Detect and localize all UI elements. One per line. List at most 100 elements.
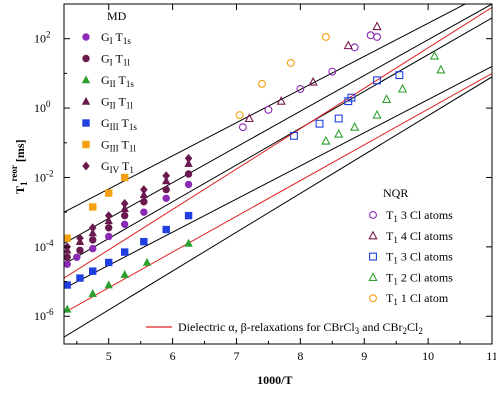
data-point-series-5 xyxy=(162,225,170,234)
data-point-series-4 xyxy=(162,176,171,185)
legend-nqr-title: NQR xyxy=(383,186,408,200)
data-point-series-8 xyxy=(366,31,375,40)
data-point-series-3 xyxy=(120,269,129,278)
legend-nqr-label: T1 2 Cl atoms xyxy=(386,270,453,286)
x-tick-label: 8 xyxy=(297,349,303,363)
data-point-series-12 xyxy=(286,59,295,67)
data-point-series-8 xyxy=(264,105,273,114)
fit-line-1 xyxy=(64,4,467,213)
legend-md-marker xyxy=(82,33,90,41)
data-point-series-9 xyxy=(244,113,254,123)
x-axis-label: 1000/T xyxy=(257,373,292,387)
data-point-series-2 xyxy=(184,170,193,178)
data-point-series-11 xyxy=(372,109,382,119)
legend-md-label: GI T1l xyxy=(101,52,130,68)
y-tick-label: 102 xyxy=(34,30,51,46)
fit-line-2 xyxy=(64,4,492,244)
data-point-series-1 xyxy=(105,232,113,241)
data-point-series-10 xyxy=(373,76,381,85)
y-axis-label: T1reor[ms] xyxy=(9,139,29,194)
legend-md-label: GI T1s xyxy=(101,30,131,46)
fit-line-4 xyxy=(64,66,492,289)
data-point-series-11 xyxy=(334,128,344,138)
legend-md-marker xyxy=(82,161,90,171)
fit-line-7 xyxy=(64,72,492,314)
data-point-series-5 xyxy=(120,248,129,256)
legend-md-label: GIII T1l xyxy=(101,138,136,154)
y-tick-label: 10-6 xyxy=(34,307,54,323)
data-point-series-7 xyxy=(88,223,97,233)
data-point-series-9 xyxy=(276,95,286,105)
data-point-series-11 xyxy=(381,94,392,103)
data-point-series-10 xyxy=(290,131,298,140)
data-point-series-4 xyxy=(184,158,193,167)
data-point-series-1 xyxy=(64,260,71,268)
legend-nqr-marker xyxy=(368,272,378,281)
x-tick-label: 11 xyxy=(486,349,496,363)
data-point-series-8 xyxy=(373,33,381,41)
data-point-series-5 xyxy=(140,237,148,246)
x-tick-label: 7 xyxy=(233,349,239,363)
data-point-series-1 xyxy=(140,208,148,216)
data-point-series-12 xyxy=(258,79,266,88)
data-point-series-3 xyxy=(104,280,113,289)
data-point-series-11 xyxy=(350,121,360,131)
y-tick-label: 100 xyxy=(34,99,51,115)
data-point-series-10 xyxy=(315,119,324,128)
data-point-series-5 xyxy=(64,281,71,289)
data-point-series-11 xyxy=(321,135,331,145)
data-point-series-6 xyxy=(89,203,97,211)
legend-md-marker xyxy=(82,119,90,127)
legend-dielectric: Dielectric α, β-relaxations for CBrCl3 a… xyxy=(146,320,423,336)
data-point-series-10 xyxy=(334,114,343,123)
data-point-series-5 xyxy=(89,267,97,275)
data-point-series-5 xyxy=(184,211,193,220)
legend-nqr: NQR T1 3 Cl atoms T1 4 Cl atoms T1 3 Cl ato… xyxy=(368,186,453,307)
legend-md-title: MD xyxy=(107,9,127,23)
data-point-series-6 xyxy=(120,173,129,182)
legend-md-marker xyxy=(81,75,91,84)
data-point-series-1 xyxy=(120,220,129,229)
data-point-series-2 xyxy=(162,185,170,194)
y-tick-label: 10-4 xyxy=(34,238,54,254)
data-point-series-2 xyxy=(64,253,71,261)
fit-line-3 xyxy=(64,17,492,265)
data-point-series-6 xyxy=(105,189,113,197)
data-point-series-12 xyxy=(321,33,330,41)
legend-md-marker xyxy=(82,140,90,149)
plot-frame xyxy=(63,3,493,345)
legend-dielectric-label: Dielectric α, β-relaxations for CBrCl3 a… xyxy=(178,320,423,336)
legend-nqr-marker xyxy=(369,294,377,303)
x-tick-label: 10 xyxy=(422,349,434,363)
data-point-series-9 xyxy=(308,76,318,86)
legend-md-label: GII T1s xyxy=(101,73,134,89)
data-point-series-8 xyxy=(296,85,305,93)
legend-nqr-label: T1 4 Cl atoms xyxy=(386,229,453,245)
data-point-series-7 xyxy=(104,211,113,221)
data-point-series-2 xyxy=(89,236,97,244)
fit-lines xyxy=(64,4,492,338)
data-point-series-1 xyxy=(162,194,170,202)
data-point-series-3 xyxy=(88,289,97,297)
legend-nqr-marker xyxy=(369,252,377,261)
data-point-series-7 xyxy=(140,185,148,195)
data-point-series-9 xyxy=(343,40,353,50)
legend-nqr-label: T1 1 Cl atom xyxy=(386,291,449,307)
data-point-series-4 xyxy=(88,228,97,237)
data-point-series-7 xyxy=(120,199,129,208)
data-point-series-11 xyxy=(436,64,446,74)
data-point-series-8 xyxy=(328,67,337,76)
legend-nqr-marker xyxy=(368,230,378,240)
data-point-series-3 xyxy=(142,257,152,266)
axes: 5 6 7 8 9 10 11 102 100 10-2 10-4 10-6 1000/T T1reor[… xyxy=(9,3,496,387)
data-point-series-4 xyxy=(104,216,113,225)
x-tick-label: 9 xyxy=(361,349,367,363)
data-point-series-1 xyxy=(73,253,81,261)
data-point-series-3 xyxy=(64,304,72,313)
data-point-series-2 xyxy=(105,224,113,232)
data-point-series-8 xyxy=(238,123,247,132)
data-point-series-9 xyxy=(372,21,382,31)
fit-line-5 xyxy=(64,76,492,338)
data-point-series-3 xyxy=(184,238,193,247)
